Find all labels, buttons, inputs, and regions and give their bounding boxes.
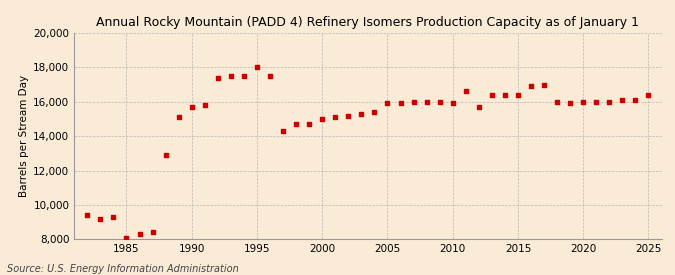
Point	[591, 100, 601, 104]
Point	[421, 100, 432, 104]
Point	[199, 103, 210, 108]
Point	[121, 235, 132, 240]
Point	[265, 74, 275, 78]
Title: Annual Rocky Mountain (PADD 4) Refinery Isomers Production Capacity as of Januar: Annual Rocky Mountain (PADD 4) Refinery …	[97, 16, 639, 29]
Point	[369, 110, 380, 114]
Point	[134, 232, 145, 236]
Point	[82, 213, 92, 218]
Point	[643, 93, 654, 97]
Point	[108, 215, 119, 219]
Point	[343, 113, 354, 118]
Point	[526, 84, 537, 89]
Point	[630, 98, 641, 102]
Point	[356, 112, 367, 116]
Point	[225, 74, 236, 78]
Point	[95, 216, 106, 221]
Point	[500, 93, 510, 97]
Y-axis label: Barrels per Stream Day: Barrels per Stream Day	[19, 75, 29, 197]
Text: Source: U.S. Energy Information Administration: Source: U.S. Energy Information Administ…	[7, 264, 238, 274]
Point	[213, 76, 223, 80]
Point	[173, 115, 184, 119]
Point	[252, 65, 263, 70]
Point	[382, 101, 393, 106]
Point	[512, 93, 523, 97]
Point	[604, 100, 615, 104]
Point	[551, 100, 562, 104]
Point	[160, 153, 171, 157]
Point	[408, 100, 419, 104]
Point	[291, 122, 302, 126]
Point	[330, 115, 341, 119]
Point	[460, 89, 471, 94]
Point	[539, 82, 549, 87]
Point	[395, 101, 406, 106]
Point	[578, 100, 589, 104]
Point	[238, 74, 249, 78]
Point	[277, 129, 288, 133]
Point	[565, 101, 576, 106]
Point	[487, 93, 497, 97]
Point	[448, 101, 458, 106]
Point	[617, 98, 628, 102]
Point	[304, 122, 315, 126]
Point	[186, 105, 197, 109]
Point	[317, 117, 327, 121]
Point	[434, 100, 445, 104]
Point	[473, 105, 484, 109]
Point	[147, 230, 158, 235]
